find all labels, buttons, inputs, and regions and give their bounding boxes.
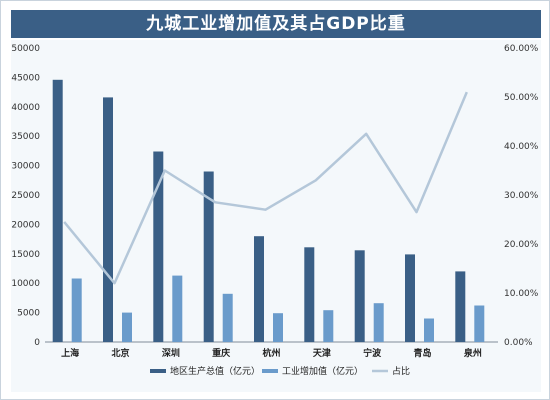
y-right-tick-label: 60.00% [504, 44, 539, 54]
y-left-tick-label: 15000 [11, 250, 40, 260]
y-left-tick-label: 20000 [11, 220, 40, 230]
bar-gdp-7 [405, 254, 415, 342]
legend-swatch-1 [262, 369, 278, 373]
y-right-tick-label: 20.00% [504, 240, 539, 250]
y-left-tick-label: 40000 [11, 103, 40, 113]
bar-gdp-0 [52, 79, 63, 343]
legend-swatch-0 [150, 369, 166, 373]
bar-gdp-1 [103, 97, 113, 343]
bar-gdp-5 [304, 247, 315, 342]
category-label: 深圳 [162, 347, 180, 359]
bar-gdp-4 [254, 236, 264, 342]
y-left-tick-label: 35000 [11, 132, 40, 142]
bar-industry-5 [323, 310, 334, 342]
bar-gdp-2 [153, 151, 164, 342]
bar-industry-0 [71, 278, 82, 342]
y-left-tick-label: 25000 [11, 191, 40, 201]
y-left-tick-label: 0 [34, 338, 40, 348]
bar-industry-8 [474, 305, 485, 342]
bar-gdp-3 [203, 171, 214, 342]
legend-label-2: 占比 [392, 365, 410, 377]
y-right-tick-label: 50.00% [504, 93, 539, 103]
bar-industry-7 [424, 318, 434, 342]
category-label: 上海 [61, 347, 79, 359]
bar-industry-1 [122, 312, 132, 342]
y-right-tick-label: 30.00% [504, 191, 539, 201]
chart-title: 九城工业增加值及其占GDP比重 [11, 10, 541, 38]
legend-label-1: 工业增加值（亿元） [282, 365, 363, 377]
y-right-tick-label: 0.00% [504, 338, 533, 348]
category-label: 泉州 [463, 347, 482, 359]
bar-industry-2 [172, 275, 183, 342]
y-left-tick-label: 5000 [17, 309, 40, 319]
bar-gdp-6 [354, 250, 365, 342]
bar-industry-3 [222, 293, 233, 342]
y-left-tick-label: 45000 [11, 73, 40, 83]
bar-gdp-8 [455, 271, 466, 342]
category-label: 北京 [111, 347, 129, 359]
bar-industry-4 [273, 313, 283, 342]
category-label: 重庆 [212, 347, 230, 359]
legend-label-0: 地区生产总值（亿元） [170, 365, 260, 377]
category-label: 天津 [313, 347, 331, 359]
category-label: 宁波 [363, 347, 382, 359]
category-label: 杭州 [262, 347, 280, 359]
y-right-tick-label: 40.00% [504, 142, 539, 152]
y-left-tick-label: 30000 [11, 162, 40, 172]
y-left-tick-label: 10000 [11, 279, 40, 289]
y-right-tick-label: 10.00% [504, 289, 539, 299]
bar-industry-6 [373, 303, 384, 342]
y-left-tick-label: 50000 [11, 44, 40, 54]
category-label: 青岛 [413, 347, 431, 359]
